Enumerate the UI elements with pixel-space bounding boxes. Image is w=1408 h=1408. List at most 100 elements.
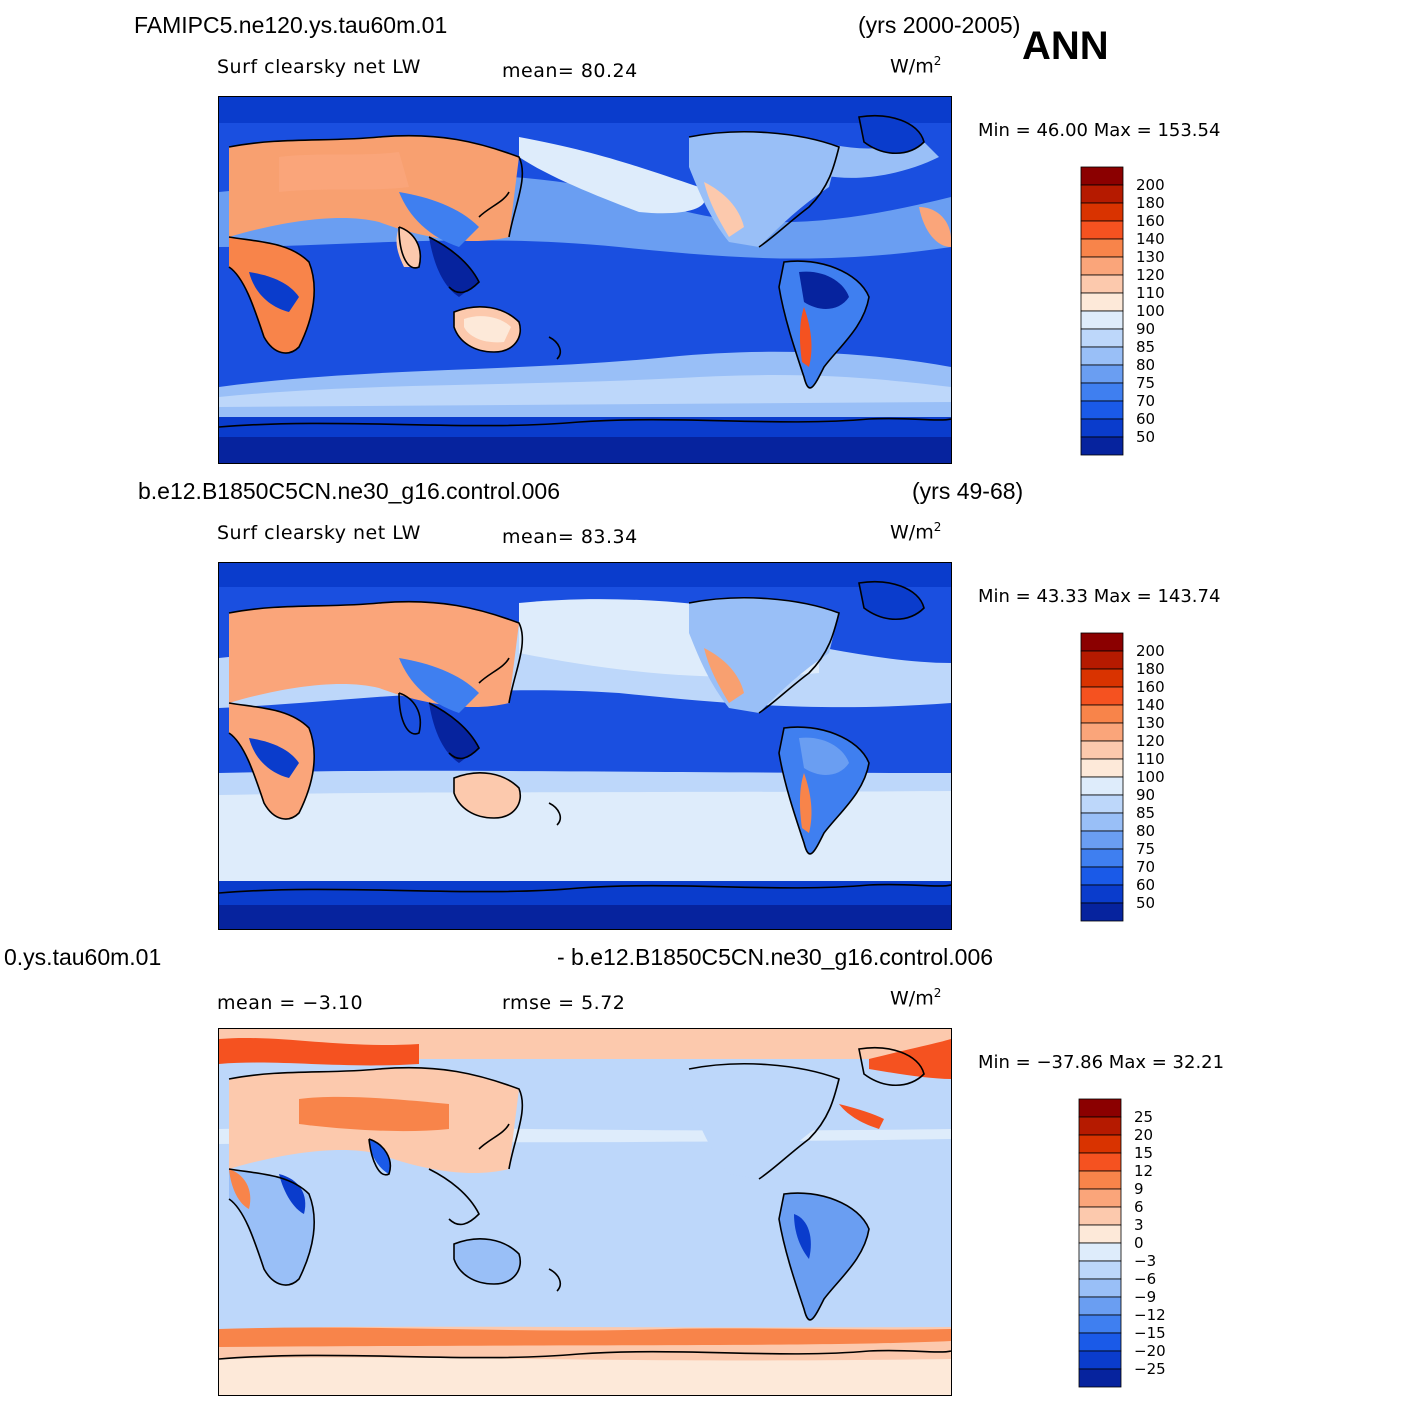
season-label: ANN (1022, 24, 1109, 68)
colorbar-swatch (1078, 1098, 1122, 1118)
colorbar-swatch (1080, 794, 1124, 814)
colorbar-swatch (1078, 1206, 1122, 1226)
colorbar-swatch (1080, 722, 1124, 742)
panel3-mean: mean = −3.10 (217, 992, 364, 1014)
colorbar-swatch (1078, 1332, 1122, 1352)
colorbar-swatch (1080, 238, 1124, 258)
colorbar-svg (1080, 166, 1124, 456)
colorbar-tick-label: 25 (1134, 1108, 1154, 1126)
colorbar-tick-label: 100 (1136, 302, 1165, 320)
colorbar-swatch (1078, 1152, 1122, 1172)
colorbar-swatch (1078, 1368, 1122, 1388)
panel1-units: W/m2 (890, 54, 942, 78)
colorbar-swatch (1078, 1260, 1122, 1280)
colorbar-tick-label: 120 (1136, 266, 1165, 284)
colorbar-tick-label: 80 (1136, 356, 1156, 374)
colorbar-swatch (1080, 364, 1124, 384)
colorbar-tick-label: 90 (1136, 786, 1156, 804)
colorbar-tick-label: 60 (1136, 410, 1156, 428)
panel3-map (218, 1028, 952, 1396)
panel2-years: (yrs 49-68) (912, 478, 1024, 504)
colorbar-swatch (1080, 650, 1124, 670)
colorbar-tick-label: 140 (1136, 230, 1165, 248)
colorbar-tick-label: −12 (1134, 1306, 1166, 1324)
colorbar-swatch (1080, 436, 1124, 456)
colorbar-tick-label: 85 (1136, 338, 1156, 356)
colorbar-tick-label: 50 (1136, 894, 1156, 912)
colorbar-swatch (1080, 776, 1124, 796)
colorbar-swatch (1080, 292, 1124, 312)
colorbar-swatch (1078, 1278, 1122, 1298)
colorbar-tick-label: −3 (1134, 1252, 1157, 1270)
colorbar-tick-label: 180 (1136, 660, 1165, 678)
colorbar-swatch (1080, 812, 1124, 832)
colorbar-tick-label: 130 (1136, 714, 1165, 732)
colorbar-tick-label: 110 (1136, 750, 1165, 768)
colorbar-tick-label: 6 (1134, 1198, 1144, 1216)
colorbar-tick-label: 70 (1136, 858, 1156, 876)
colorbar-tick-label: 12 (1134, 1162, 1154, 1180)
colorbar-swatch (1080, 202, 1124, 222)
colorbar-tick-label: 200 (1136, 642, 1165, 660)
panel3-units: W/m2 (890, 986, 942, 1010)
colorbar-tick-label: 60 (1136, 876, 1156, 894)
panel3-control-case: - b.e12.B1850C5CN.ne30_g16.control.006 (557, 944, 994, 970)
colorbar-swatch (1080, 274, 1124, 294)
colorbar-swatch (1080, 256, 1124, 276)
colorbar-swatch (1080, 310, 1124, 330)
colorbar-tick-label: −9 (1134, 1288, 1157, 1306)
panel2-minmax: Min = 43.33 Max = 143.74 (978, 586, 1221, 607)
panel1-variable: Surf clearsky net LW (217, 56, 421, 78)
colorbar-swatch (1078, 1188, 1122, 1208)
colorbar-tick-label: 90 (1136, 320, 1156, 338)
colorbar-swatch (1080, 328, 1124, 348)
panel1-minmax: Min = 46.00 Max = 153.54 (978, 120, 1221, 141)
colorbar-tick-label: −25 (1134, 1360, 1166, 1378)
colorbar-tick-label: 140 (1136, 696, 1165, 714)
colorbar-swatch (1080, 740, 1124, 760)
colorbar-tick-label: 180 (1136, 194, 1165, 212)
colorbar-tick-label: 75 (1136, 840, 1156, 858)
colorbar-tick-label: 200 (1136, 176, 1165, 194)
colorbar-swatch (1078, 1134, 1122, 1154)
colorbar-tick-label: 3 (1134, 1216, 1144, 1234)
panel2-mean: mean= 83.34 (502, 526, 638, 548)
colorbar-svg (1080, 632, 1124, 922)
colorbar-tick-label: 100 (1136, 768, 1165, 786)
colorbar-tick-label: 75 (1136, 374, 1156, 392)
colorbar-swatch (1080, 632, 1124, 652)
colorbar-swatch (1080, 830, 1124, 850)
colorbar-swatch (1080, 220, 1124, 240)
colorbar-tick-label: 120 (1136, 732, 1165, 750)
panel3-minmax: Min = −37.86 Max = 32.21 (978, 1052, 1225, 1073)
colorbar-swatch (1080, 184, 1124, 204)
panel1-case-title: FAMIPC5.ne120.ys.tau60m.01 (134, 12, 448, 38)
colorbar-swatch (1078, 1224, 1122, 1244)
panel1-colorbar: 200 180 160 140 130 120 110 100 90 85 80 75 70 60 50 (1080, 166, 1165, 456)
colorbar-tick-label: 160 (1136, 678, 1165, 696)
colorbar-swatch (1080, 866, 1124, 886)
panel1-mean: mean= 80.24 (502, 60, 638, 82)
colorbar-tick-label: 20 (1134, 1126, 1154, 1144)
colorbar-swatch (1080, 686, 1124, 706)
colorbar-swatch (1080, 166, 1124, 186)
colorbar-swatch (1080, 848, 1124, 868)
colorbar-swatch (1078, 1350, 1122, 1370)
panel2-map (218, 562, 952, 930)
colorbar-tick-label: 85 (1136, 804, 1156, 822)
colorbar-tick-label: 50 (1136, 428, 1156, 446)
colorbar-tick-label: 130 (1136, 248, 1165, 266)
panel3-case-title: 0.ys.tau60m.01 (4, 944, 162, 970)
colorbar-svg (1078, 1098, 1122, 1388)
panel2-units: W/m2 (890, 520, 942, 544)
colorbar-tick-label: 110 (1136, 284, 1165, 302)
colorbar-tick-label: 9 (1134, 1180, 1144, 1198)
colorbar-swatch (1078, 1170, 1122, 1190)
panel2-colorbar: 200 180 160 140 130 120 110 100 90 85 80 75 70 60 50 (1080, 632, 1165, 922)
panel2-case-title: b.e12.B1850C5CN.ne30_g16.control.006 (138, 478, 560, 504)
colorbar-tick-label: 0 (1134, 1234, 1144, 1252)
colorbar-swatch (1080, 668, 1124, 688)
colorbar-tick-label: 80 (1136, 822, 1156, 840)
panel3-rmse: rmse = 5.72 (502, 992, 626, 1014)
panel3-colorbar: 25 20 15 12 9 6 3 0 −3 −6 −9 −12 −15 −20 −25 (1078, 1098, 1166, 1388)
